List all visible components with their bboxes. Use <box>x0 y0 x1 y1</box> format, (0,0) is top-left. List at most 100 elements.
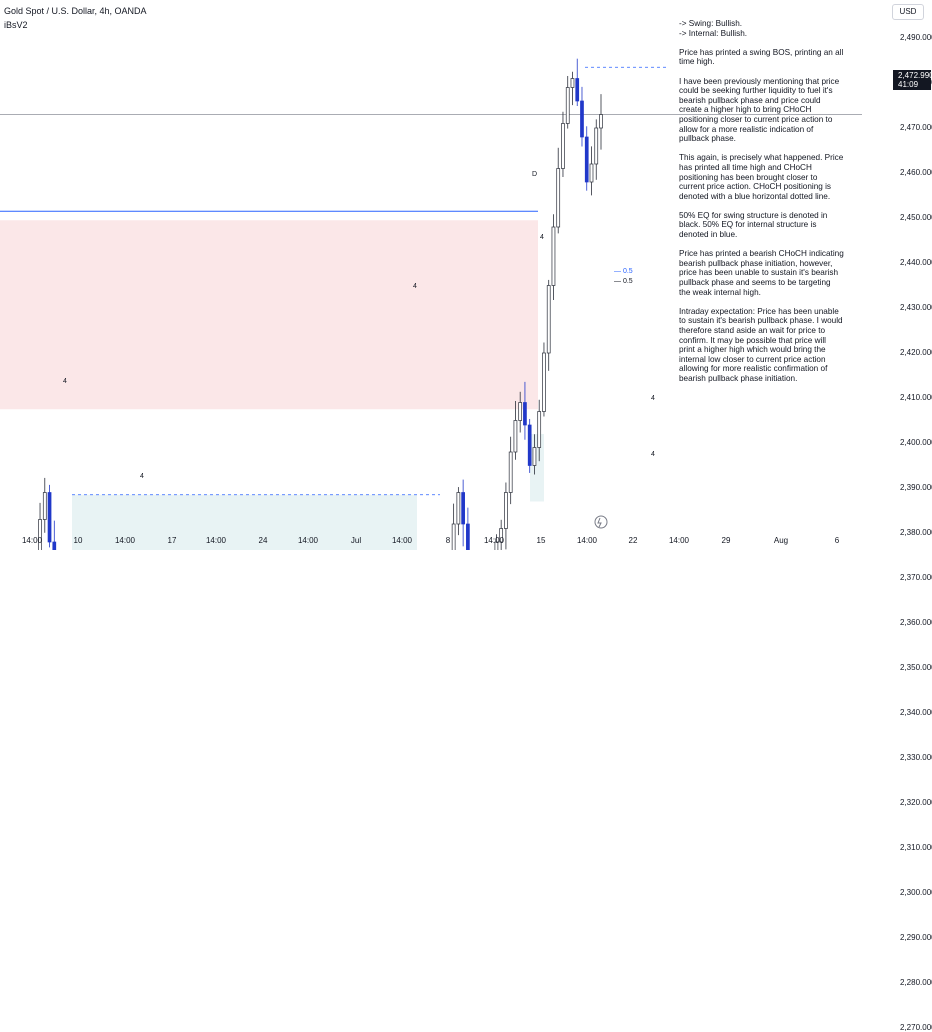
candle-body <box>594 127 599 165</box>
x-tick-label: 14:00 <box>483 536 505 545</box>
candle-body <box>527 424 532 466</box>
indicator-label[interactable]: iBsV2 <box>4 20 28 30</box>
candle-body <box>47 492 52 543</box>
candle-body <box>504 492 508 529</box>
zone-label: 4 <box>540 234 544 241</box>
zone-demand <box>530 434 544 502</box>
internal-eq-label: — 0.5 <box>614 268 633 275</box>
y-tick-label: 2,320.000 <box>900 798 932 807</box>
candle-body <box>561 123 565 169</box>
candle-body <box>570 78 575 88</box>
currency-button[interactable]: USD <box>892 4 924 20</box>
x-tick-label: 14:00 <box>576 536 598 545</box>
swing-eq-label: — 0.5 <box>614 278 633 285</box>
candle-body <box>556 168 561 228</box>
replay-icon[interactable] <box>594 515 608 529</box>
candle-body <box>42 492 47 520</box>
x-tick-label: 14:00 <box>391 536 413 545</box>
x-tick-label: 8 <box>445 536 451 545</box>
candle-body <box>537 411 542 448</box>
x-tick-label: 17 <box>167 536 177 545</box>
candle-body <box>584 136 589 183</box>
candle-body <box>513 420 518 453</box>
candle-body <box>575 78 580 102</box>
analysis-notes: -> Swing: Bullish. -> Internal: Bullish.… <box>679 19 844 393</box>
x-tick-label: Jul <box>350 536 362 545</box>
candle-body <box>466 523 470 550</box>
x-tick-label: 14:00 <box>297 536 319 545</box>
y-tick-label: 2,290.000 <box>900 933 932 942</box>
y-tick-label: 2,310.000 <box>900 843 932 852</box>
x-tick-label: 6 <box>834 536 840 545</box>
note-bos: Price has printed a swing BOS, printing … <box>679 47 844 67</box>
candle-body <box>565 87 570 124</box>
y-tick-label: 2,490.000 <box>900 33 932 42</box>
candle-body <box>518 402 523 421</box>
y-tick-label: 2,280.000 <box>900 978 932 987</box>
y-tick-label: 2,370.000 <box>900 573 932 582</box>
note-choch: This again, is precisely what happened. … <box>679 153 844 201</box>
candle-body <box>589 163 594 183</box>
symbol-title[interactable]: Gold Spot / U.S. Dollar, 4h, OANDA <box>4 6 147 16</box>
y-tick-label: 2,270.000 <box>900 1023 932 1032</box>
choch-label: D <box>532 171 538 178</box>
candle-body <box>461 492 465 525</box>
zone-label: 4 <box>651 451 655 458</box>
zone-label: 4 <box>413 283 417 290</box>
x-tick-label: 14:00 <box>668 536 690 545</box>
x-tick-label: 29 <box>721 536 731 545</box>
x-tick-label: Aug <box>773 536 789 545</box>
x-tick-label: 22 <box>628 536 638 545</box>
zone-label: 4 <box>140 473 144 480</box>
y-tick-label: 2,450.000 <box>900 213 932 222</box>
zone-label: 4 <box>63 378 67 385</box>
x-tick-label: 24 <box>258 536 268 545</box>
candle-body <box>599 114 603 129</box>
x-tick-label: 14:00 <box>205 536 227 545</box>
candle-body <box>508 451 513 493</box>
y-tick-label: 2,390.000 <box>900 483 932 492</box>
y-tick-label: 2,330.000 <box>900 753 932 762</box>
candle-body <box>38 519 42 550</box>
y-tick-label: 2,380.000 <box>900 528 932 537</box>
candle-body <box>546 285 551 354</box>
x-tick-label: 15 <box>536 536 546 545</box>
y-tick-label: 2,460.000 <box>900 168 932 177</box>
zone-supply <box>0 220 538 410</box>
candle-body <box>494 541 499 550</box>
x-tick-label: 14:00 <box>21 536 43 545</box>
current-price-value: 2,472.990 <box>898 71 932 80</box>
y-tick-label: 2,470.000 <box>900 123 932 132</box>
candle-body <box>532 447 537 466</box>
note-eq: 50% EQ for swing structure is denoted in… <box>679 210 828 240</box>
candle-body <box>542 352 546 412</box>
zone-demand <box>72 494 417 550</box>
current-price-badge: 2,472.990 41:09 <box>893 70 932 90</box>
y-tick-label: 2,410.000 <box>900 393 932 402</box>
x-tick-label: 14:00 <box>114 536 136 545</box>
y-tick-label: 2,430.000 <box>900 303 932 312</box>
x-tick-label: 10 <box>73 536 83 545</box>
candle-body <box>456 492 461 525</box>
zone-label: 4 <box>651 395 655 402</box>
y-tick-label: 2,340.000 <box>900 708 932 717</box>
y-tick-label: 2,300.000 <box>900 888 932 897</box>
y-tick-label: 2,400.000 <box>900 438 932 447</box>
candle-body <box>451 523 456 550</box>
price-chart[interactable] <box>0 0 932 550</box>
lightning-icon <box>597 517 602 528</box>
candle-body <box>499 528 504 543</box>
y-tick-label: 2,350.000 <box>900 663 932 672</box>
candle-body <box>523 402 527 426</box>
bar-countdown: 41:09 <box>898 80 919 89</box>
note-intraday: Intraday expectation: Price has been una… <box>679 306 843 383</box>
candle-body <box>52 541 57 550</box>
note-bearish-choch: Price has printed a bearish CHoCH indica… <box>679 249 844 297</box>
candle-body <box>551 226 556 286</box>
y-tick-label: 2,360.000 <box>900 618 932 627</box>
price-scale[interactable] <box>862 0 932 550</box>
note-liquidity: I have been previously mentioning that p… <box>679 76 840 144</box>
y-tick-label: 2,420.000 <box>900 348 932 357</box>
note-bias: -> Swing: Bullish. -> Internal: Bullish. <box>679 19 748 38</box>
y-tick-label: 2,440.000 <box>900 258 932 267</box>
